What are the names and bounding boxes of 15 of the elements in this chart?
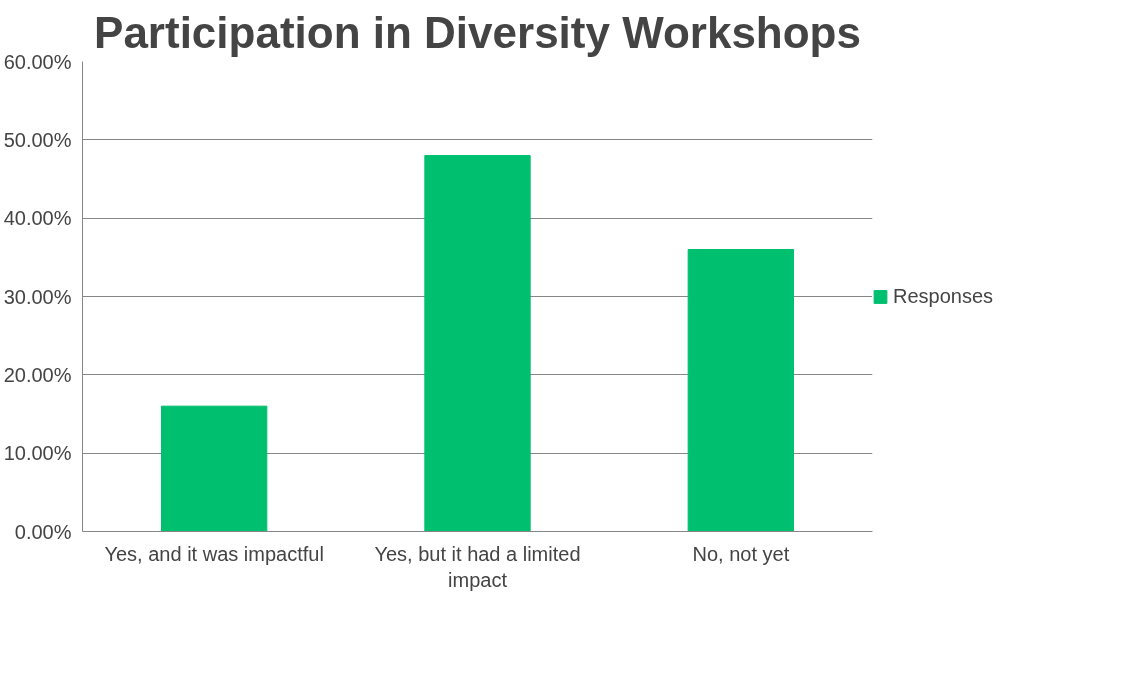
chart-title: Participation in Diversity Workshops bbox=[94, 7, 861, 57]
bar bbox=[161, 405, 268, 532]
y-tick-label: 20.00% bbox=[3, 363, 72, 386]
y-tick-label: 30.00% bbox=[3, 285, 72, 308]
bar bbox=[687, 249, 794, 532]
legend-label: Responses bbox=[893, 284, 994, 308]
y-tick-label: 50.00% bbox=[3, 128, 72, 151]
y-tick-label: 40.00% bbox=[3, 207, 72, 230]
y-tick-label: 60.00% bbox=[3, 50, 72, 73]
y-tick-label: 10.00% bbox=[3, 442, 72, 465]
x-tick-label: Yes, and it was impactful bbox=[104, 542, 324, 565]
bar bbox=[424, 155, 531, 532]
x-tick-label: No, not yet bbox=[692, 542, 790, 565]
x-tick-label: Yes, but it had a limited impact bbox=[374, 542, 581, 591]
y-tick-label: 0.00% bbox=[14, 520, 72, 543]
